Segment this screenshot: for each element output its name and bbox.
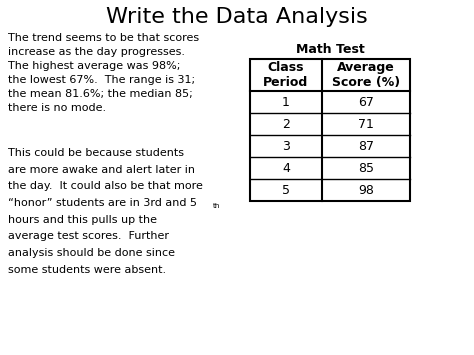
Text: The trend seems to be that scores
increase as the day progresses.
The highest av: The trend seems to be that scores increa…: [8, 33, 199, 113]
Text: the day.  It could also be that more: the day. It could also be that more: [8, 181, 203, 191]
Text: 71: 71: [358, 118, 374, 131]
Text: 4: 4: [282, 162, 290, 175]
Text: Average
Score (%): Average Score (%): [332, 61, 400, 89]
Text: “honor” students are in 3rd and 5: “honor” students are in 3rd and 5: [8, 198, 197, 208]
Text: some students were absent.: some students were absent.: [8, 265, 166, 275]
Text: 3: 3: [282, 140, 290, 153]
Text: This could be because students: This could be because students: [8, 148, 184, 158]
Text: th: th: [213, 203, 221, 209]
Text: hours and this pulls up the: hours and this pulls up the: [8, 215, 157, 225]
Text: Math Test: Math Test: [296, 43, 365, 56]
Text: Class
Period: Class Period: [264, 61, 309, 89]
Text: 98: 98: [358, 184, 374, 197]
Text: Write the Data Analysis: Write the Data Analysis: [106, 7, 368, 27]
Text: 67: 67: [358, 95, 374, 109]
Text: 85: 85: [358, 162, 374, 175]
Text: are more awake and alert later in: are more awake and alert later in: [8, 165, 195, 175]
Text: average test scores.  Further: average test scores. Further: [8, 231, 169, 241]
Text: analysis should be done since: analysis should be done since: [8, 248, 175, 258]
Text: 2: 2: [282, 118, 290, 131]
Text: 1: 1: [282, 95, 290, 109]
Text: 5: 5: [282, 184, 290, 197]
Text: 87: 87: [358, 140, 374, 153]
Bar: [250, 59, 410, 201]
